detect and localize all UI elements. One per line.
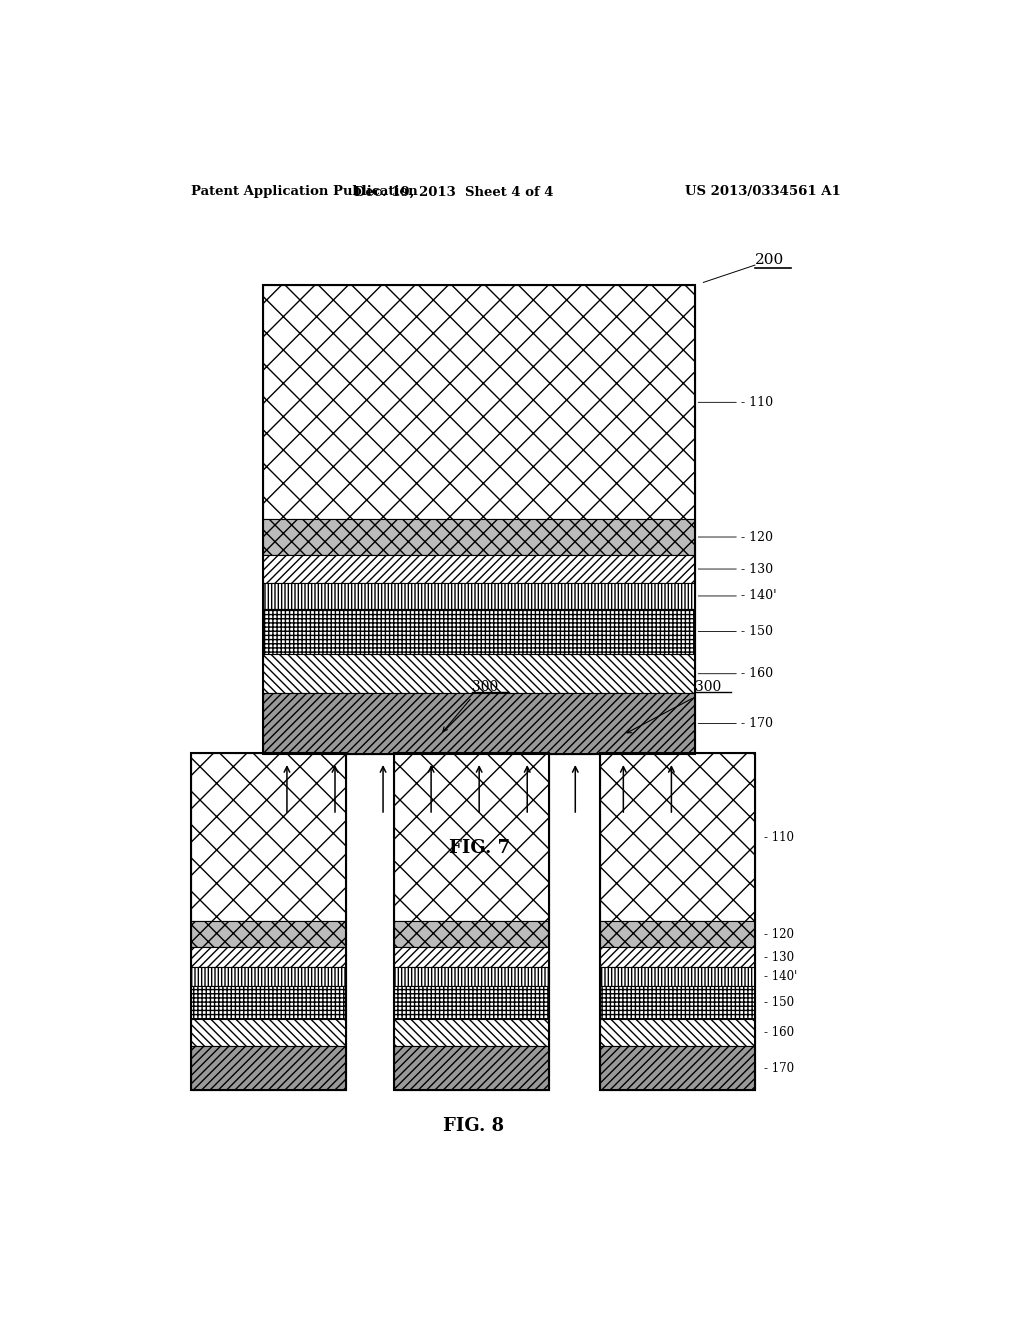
Bar <box>600 921 755 946</box>
Text: - 160: - 160 <box>765 1026 795 1039</box>
Text: - 140': - 140' <box>765 970 798 983</box>
Bar <box>263 609 695 655</box>
Text: FIG. 7: FIG. 7 <box>449 838 510 857</box>
Bar <box>263 693 695 754</box>
Bar <box>394 1019 549 1047</box>
Text: - 140': - 140' <box>741 590 777 602</box>
Bar <box>394 968 549 986</box>
Text: - 160: - 160 <box>741 667 773 680</box>
Bar <box>191 1047 346 1090</box>
Bar <box>600 968 755 986</box>
Text: - 130: - 130 <box>765 950 795 964</box>
Bar <box>600 1019 755 1047</box>
Bar <box>600 752 755 1090</box>
Bar <box>263 554 695 583</box>
Text: FIG. 8: FIG. 8 <box>442 1117 504 1135</box>
Bar <box>263 583 695 609</box>
Bar <box>600 946 755 968</box>
Bar <box>191 986 346 1019</box>
Text: - 110: - 110 <box>765 830 795 843</box>
Bar <box>394 752 549 1090</box>
Bar <box>600 986 755 1019</box>
Text: - 150: - 150 <box>741 626 773 638</box>
Bar <box>263 655 695 693</box>
Bar <box>394 921 549 946</box>
Bar <box>600 1047 755 1090</box>
Text: - 130: - 130 <box>741 562 773 576</box>
Bar <box>394 986 549 1019</box>
Bar <box>263 519 695 554</box>
Bar <box>600 752 755 921</box>
Bar <box>191 752 346 921</box>
Text: Patent Application Publication: Patent Application Publication <box>191 185 418 198</box>
Bar <box>191 752 346 1090</box>
Bar <box>394 1047 549 1090</box>
Bar <box>394 752 549 921</box>
Text: - 170: - 170 <box>741 717 773 730</box>
Text: 300: 300 <box>472 680 499 694</box>
Text: 300: 300 <box>695 680 721 694</box>
Text: - 110: - 110 <box>741 396 773 409</box>
Text: - 170: - 170 <box>765 1061 795 1074</box>
Bar <box>263 285 695 519</box>
Bar <box>191 968 346 986</box>
Bar <box>394 946 549 968</box>
Text: - 120: - 120 <box>741 531 773 544</box>
Text: Dec. 19, 2013  Sheet 4 of 4: Dec. 19, 2013 Sheet 4 of 4 <box>353 185 553 198</box>
Text: 200: 200 <box>755 253 784 267</box>
Bar <box>191 946 346 968</box>
Bar <box>191 921 346 946</box>
Bar <box>263 285 695 754</box>
Text: US 2013/0334561 A1: US 2013/0334561 A1 <box>685 185 841 198</box>
Text: - 120: - 120 <box>765 928 795 941</box>
Bar <box>191 1019 346 1047</box>
Text: - 150: - 150 <box>765 995 795 1008</box>
